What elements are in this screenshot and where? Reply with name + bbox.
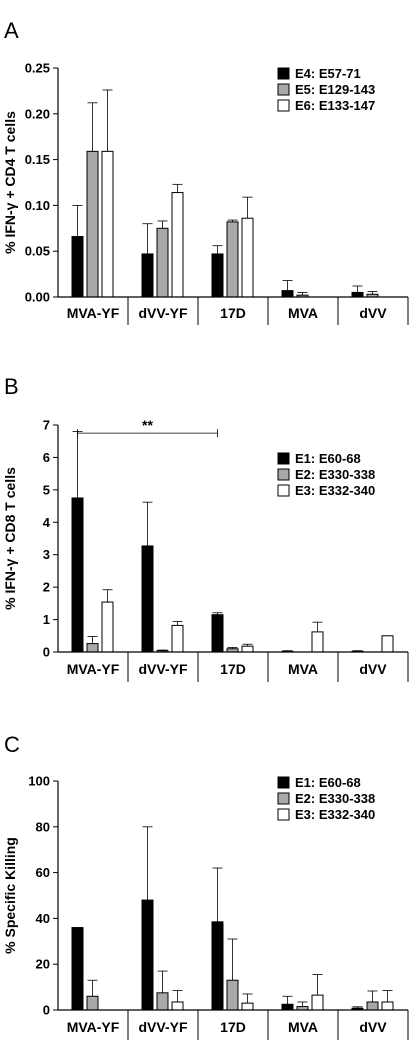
- bar: [241, 1002, 254, 1011]
- legend-label: E1: E60-68: [295, 775, 361, 790]
- y-tick-label: 60: [36, 865, 50, 880]
- bar: [281, 290, 294, 298]
- bar: [71, 927, 84, 1011]
- chart-panel-b: B 0 1 2 3 4 5 6 7 % IFN-γ + CD8 T cells MVA-YF dVV-…: [2, 374, 409, 682]
- x-category-label: dVV: [359, 305, 387, 321]
- y-tick-label: 2: [43, 580, 50, 595]
- legend-label: E4: E57-71: [295, 66, 361, 81]
- y-tick-label: 6: [43, 450, 50, 465]
- bar: [311, 631, 324, 653]
- bar: [156, 227, 169, 298]
- y-tick-label: 3: [43, 547, 50, 562]
- bar: [141, 899, 154, 1011]
- bar: [281, 1003, 294, 1011]
- y-tick-label: 0.00: [25, 290, 50, 305]
- bar: [211, 253, 224, 298]
- legend-swatch: [277, 67, 290, 80]
- y-tick-label: 0: [43, 1003, 50, 1018]
- y-tick-label: 0: [43, 645, 50, 660]
- bar: [86, 643, 99, 653]
- y-tick-label: 100: [28, 774, 50, 789]
- bar: [366, 1001, 379, 1011]
- legend-label: E6: E133-147: [295, 98, 375, 113]
- legend-swatch: [277, 468, 290, 481]
- legend-swatch: [277, 808, 290, 821]
- y-tick-label: 0.05: [25, 244, 50, 259]
- x-category-label: MVA-YF: [67, 1019, 120, 1035]
- bar: [141, 253, 154, 298]
- y-tick-label: 0.10: [25, 198, 50, 213]
- legend-label: E3: E332-340: [295, 807, 375, 822]
- bar: [226, 979, 239, 1011]
- x-category-label: dVV-YF: [138, 661, 187, 677]
- legend-label: E3: E332-340: [295, 483, 375, 498]
- y-tick-label: 1: [43, 612, 50, 627]
- bar: [101, 150, 114, 298]
- legend-swatch: [277, 484, 290, 497]
- bar: [211, 614, 224, 653]
- bar: [101, 601, 114, 653]
- bar: [71, 497, 84, 653]
- x-category-label: 17D: [220, 661, 246, 677]
- legend-swatch: [277, 83, 290, 96]
- y-tick-label: 4: [43, 515, 51, 530]
- x-category-label: 17D: [220, 305, 246, 321]
- legend-swatch: [277, 792, 290, 805]
- legend-label: E2: E330-338: [295, 467, 375, 482]
- panel-letter: C: [4, 732, 20, 757]
- y-tick-label: 0.15: [25, 152, 50, 167]
- x-category-label: dVV: [359, 1019, 387, 1035]
- bar: [226, 221, 239, 298]
- panel-letter: A: [4, 18, 19, 43]
- x-category-label: MVA: [288, 661, 318, 677]
- y-axis-title: % Specific Killing: [2, 837, 18, 954]
- bar: [211, 921, 224, 1011]
- bar: [311, 994, 324, 1011]
- y-tick-label: 20: [36, 957, 50, 972]
- bar: [171, 192, 184, 298]
- y-tick-label: 40: [36, 911, 50, 926]
- chart-panel-a: A 0.00 0.05 0.10 0.15 0.20 0.25 % IFN-γ + CD4 T…: [2, 18, 409, 325]
- legend-swatch: [277, 99, 290, 112]
- bar: [86, 150, 99, 298]
- legend-swatch: [277, 452, 290, 465]
- legend-swatch: [277, 776, 290, 789]
- y-tick-label: 7: [43, 418, 50, 433]
- bar: [241, 645, 254, 653]
- significance-label: **: [142, 417, 153, 433]
- x-category-label: MVA: [288, 305, 318, 321]
- bar: [71, 236, 84, 298]
- y-axis-title: % IFN-γ + CD8 T cells: [2, 467, 18, 610]
- x-category-label: dVV-YF: [138, 1019, 187, 1035]
- legend-label: E5: E129-143: [295, 82, 375, 97]
- y-axis-title: % IFN-γ + CD4 T cells: [2, 111, 18, 254]
- x-category-label: MVA-YF: [67, 661, 120, 677]
- x-category-label: MVA: [288, 1019, 318, 1035]
- bar: [171, 624, 184, 653]
- y-tick-label: 80: [36, 819, 50, 834]
- bar: [141, 545, 154, 653]
- legend-label: E2: E330-338: [295, 791, 375, 806]
- panel-letter: B: [4, 374, 19, 399]
- y-tick-label: 0.20: [25, 106, 50, 121]
- legend-label: E1: E60-68: [295, 451, 361, 466]
- bar: [351, 291, 364, 298]
- bar: [171, 1001, 184, 1011]
- bar: [86, 995, 99, 1011]
- x-category-label: 17D: [220, 1019, 246, 1035]
- chart-panel-c: C 0 20 40 60 80 100 % Specific Killing MVA-YF dVV…: [2, 732, 409, 1040]
- x-category-label: MVA-YF: [67, 305, 120, 321]
- y-tick-label: 5: [43, 482, 50, 497]
- bar: [381, 1001, 394, 1011]
- bar: [381, 635, 394, 653]
- bar: [241, 217, 254, 298]
- x-category-label: dVV: [359, 661, 387, 677]
- bar: [156, 992, 169, 1011]
- x-category-label: dVV-YF: [138, 305, 187, 321]
- y-tick-label: 0.25: [25, 61, 50, 76]
